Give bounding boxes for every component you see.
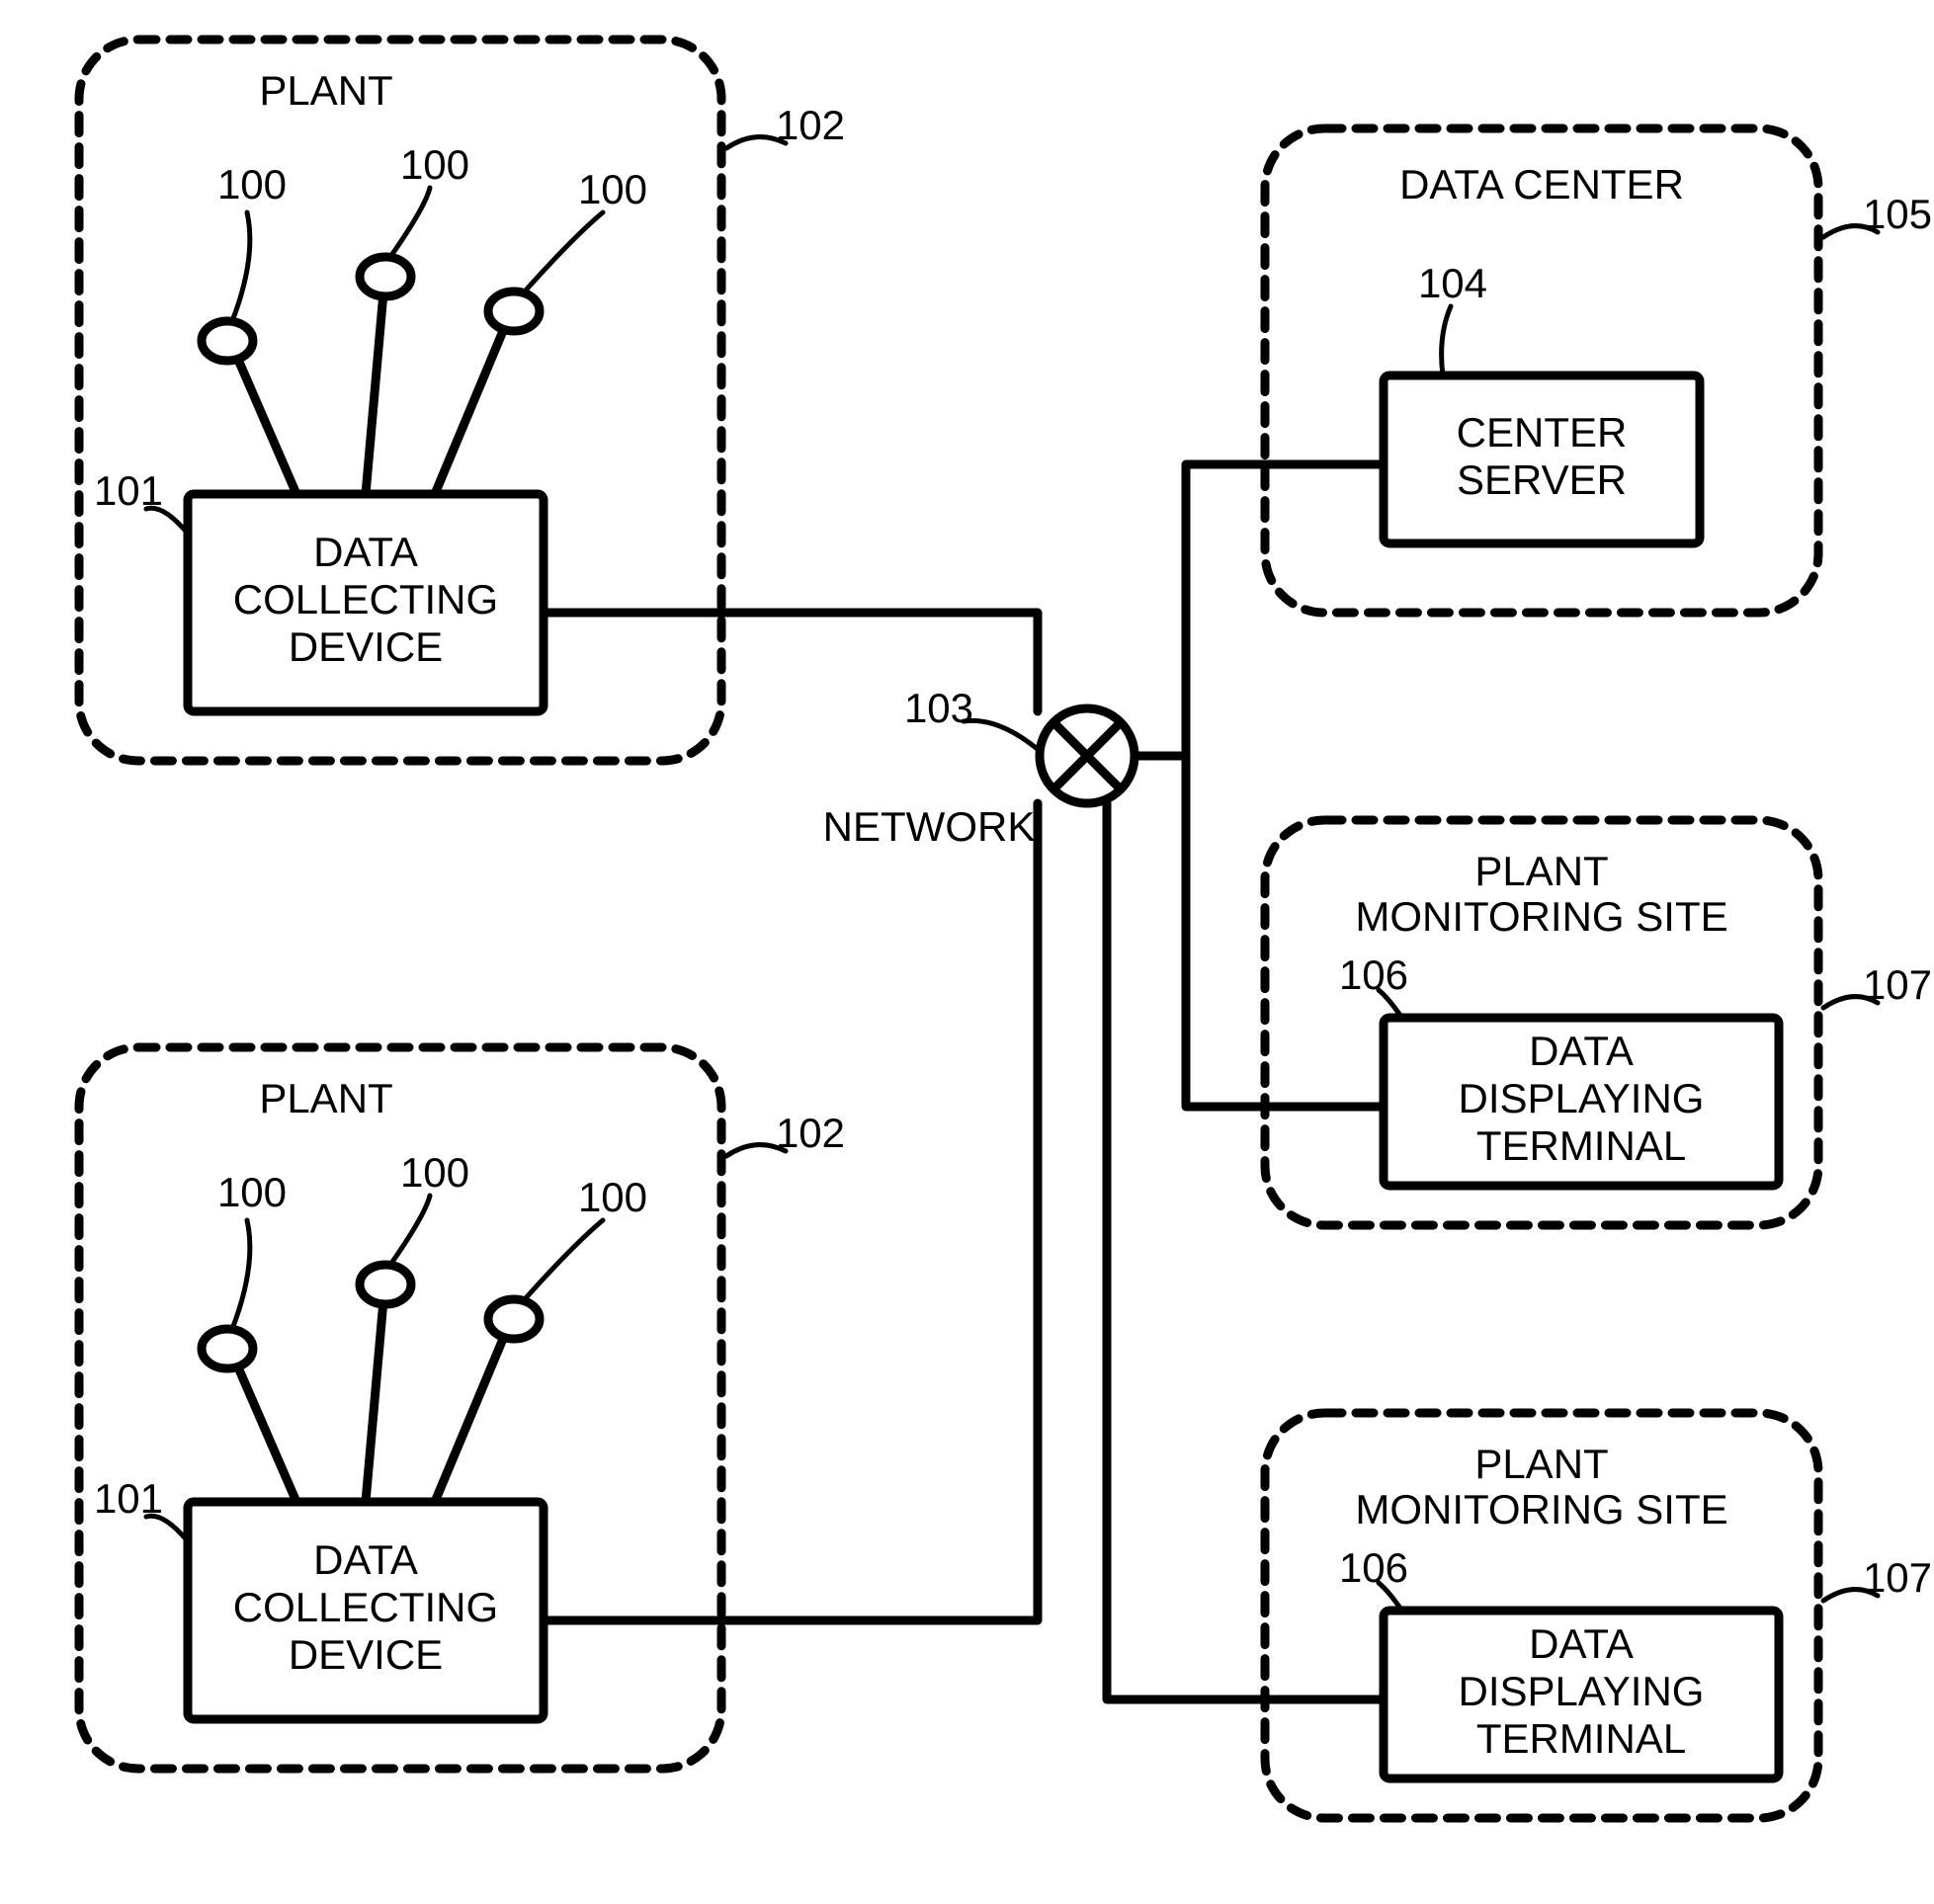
diagram-canvas: PLANT102100100100PLANT102100100100DATA C… bbox=[0, 0, 1934, 1904]
box-label: COLLECTING bbox=[233, 1584, 498, 1630]
box-data-displaying-terminal-2: DATADISPLAYINGTERMINAL 106 bbox=[1339, 1544, 1779, 1779]
box-center-server: CENTERSERVER 104 bbox=[1384, 260, 1700, 543]
box-label: DISPLAYING bbox=[1459, 1075, 1705, 1121]
sensor-connection bbox=[238, 359, 296, 494]
sensor-icon bbox=[202, 321, 253, 361]
ref-number: 103 bbox=[904, 685, 973, 731]
ref-number: 100 bbox=[578, 1174, 647, 1220]
ref-number: 105 bbox=[1863, 191, 1932, 237]
sensor-icon bbox=[488, 1299, 540, 1339]
group-plant-1: PLANT 102 100 100 100 bbox=[79, 40, 845, 761]
ref-number: 102 bbox=[776, 102, 845, 148]
leader-line bbox=[964, 720, 1040, 751]
ref-number: 104 bbox=[1418, 260, 1487, 306]
wires-layer bbox=[544, 464, 1384, 1699]
box-label: DISPLAYING bbox=[1459, 1668, 1705, 1714]
leader-line bbox=[232, 1220, 250, 1329]
ref-number: 107 bbox=[1863, 961, 1932, 1008]
ref-number: 100 bbox=[400, 1149, 469, 1196]
leader-line bbox=[524, 212, 603, 292]
group-title: PLANT bbox=[1474, 848, 1608, 894]
network-node: NETWORK 103 bbox=[823, 685, 1135, 850]
group-title: PLANT bbox=[1474, 1441, 1608, 1487]
ref-number: 107 bbox=[1863, 1554, 1932, 1601]
box-label: CENTER bbox=[1457, 409, 1628, 455]
box-label: DATA bbox=[1529, 1620, 1634, 1667]
leader-line bbox=[390, 188, 430, 257]
sensor-connection bbox=[366, 1304, 383, 1502]
group-title: DATA CENTER bbox=[1399, 161, 1684, 207]
sensor-connection bbox=[366, 296, 383, 494]
box-label: DATA bbox=[313, 1536, 418, 1583]
sensor-icon bbox=[202, 1329, 253, 1368]
ref-number: 106 bbox=[1339, 1544, 1408, 1591]
box-label: SERVER bbox=[1457, 456, 1627, 503]
ref-number: 101 bbox=[94, 1475, 163, 1522]
ref-number: 101 bbox=[94, 467, 163, 514]
sensor-icon bbox=[488, 291, 540, 331]
ref-number: 100 bbox=[217, 161, 287, 207]
ref-number: 100 bbox=[400, 141, 469, 188]
box-label: COLLECTING bbox=[233, 576, 498, 622]
sensor-connection bbox=[238, 1366, 296, 1502]
box-label: DEVICE bbox=[289, 1631, 443, 1678]
leader-line bbox=[1442, 306, 1451, 375]
ref-number: 102 bbox=[776, 1110, 845, 1156]
leader-line bbox=[390, 1196, 430, 1265]
group-title: PLANT bbox=[259, 1075, 392, 1121]
leader-line bbox=[524, 1220, 603, 1300]
sensor-connection bbox=[435, 1337, 504, 1502]
box-label: DATA bbox=[313, 529, 418, 575]
group-plant-2: PLANT 102 100 100 100 bbox=[79, 1047, 845, 1769]
connection-wire bbox=[1186, 756, 1384, 1107]
box-label: TERMINAL bbox=[1476, 1715, 1686, 1762]
ref-number: 100 bbox=[217, 1169, 287, 1215]
box-data-collecting-device-1: DATACOLLECTINGDEVICE 101 bbox=[94, 467, 544, 711]
box-label: DEVICE bbox=[289, 623, 443, 670]
ref-number: 106 bbox=[1339, 952, 1408, 998]
network-label: NETWORK bbox=[823, 803, 1036, 850]
group-title: MONITORING SITE bbox=[1355, 893, 1727, 940]
box-data-collecting-device-2: DATACOLLECTINGDEVICE 101 bbox=[94, 1475, 544, 1719]
ref-number: 100 bbox=[578, 166, 647, 212]
sensor-icon bbox=[360, 257, 411, 296]
box-label: TERMINAL bbox=[1476, 1122, 1686, 1169]
box-data-displaying-terminal-1: DATADISPLAYINGTERMINAL 106 bbox=[1339, 952, 1779, 1186]
leader-line bbox=[232, 212, 250, 321]
group-title: PLANT bbox=[259, 67, 392, 114]
sensor-connection bbox=[435, 329, 504, 494]
group-title: MONITORING SITE bbox=[1355, 1486, 1727, 1532]
box-label: DATA bbox=[1529, 1028, 1634, 1074]
sensor-icon bbox=[360, 1265, 411, 1304]
